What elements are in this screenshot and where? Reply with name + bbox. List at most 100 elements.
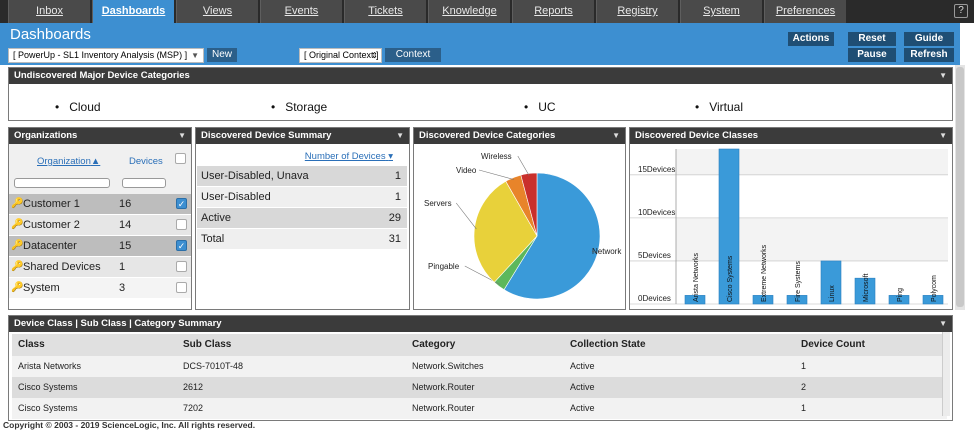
- organizations-panel: Organizations ▼ Organization▲ Devices 🔑 …: [8, 127, 192, 310]
- org-device-count: 15: [119, 240, 132, 252]
- guide-button[interactable]: Guide: [904, 32, 954, 46]
- pie-slice-servers[interactable]: [473, 180, 538, 283]
- tab-reports[interactable]: Reports: [512, 0, 594, 23]
- page-scrollbar[interactable]: [955, 65, 965, 310]
- bar-label: Polycom: [931, 275, 938, 302]
- tab-tickets[interactable]: Tickets: [344, 0, 426, 23]
- summary-row: User-Disabled, Unavailable 1: [197, 166, 407, 186]
- context-button[interactable]: Context: [385, 48, 441, 62]
- device-summary-panel: Discovered Device Summary ▼ Number of De…: [195, 127, 410, 310]
- col-class[interactable]: Class: [18, 339, 45, 350]
- pie-slice-wireless[interactable]: [520, 172, 538, 237]
- bar-arista-networks[interactable]: [684, 295, 706, 305]
- tab-inbox[interactable]: Inbox: [8, 0, 90, 23]
- chevron-down-icon[interactable]: ▼: [178, 131, 186, 140]
- org-row[interactable]: 🔑 Customer 2 14: [9, 215, 191, 235]
- devices-filter-input[interactable]: [122, 178, 166, 188]
- chevron-down-icon[interactable]: ▼: [612, 131, 620, 140]
- col-collection-state[interactable]: Collection State: [570, 339, 646, 350]
- pie-label: Video: [456, 166, 477, 175]
- bar-ping[interactable]: [888, 295, 910, 305]
- bar-polycom[interactable]: [922, 295, 944, 305]
- org-column-header[interactable]: Organization▲: [37, 156, 101, 167]
- scrollbar-thumb[interactable]: [956, 67, 964, 307]
- top-nav: Inbox Dashboards Views Events Tickets Kn…: [0, 0, 974, 23]
- undiscovered-categories-panel: Undiscovered Major Device Categories ▼ •…: [8, 67, 953, 121]
- table-scrollbar[interactable]: [942, 332, 950, 416]
- devices-column-header[interactable]: Devices: [129, 156, 163, 167]
- chevron-down-icon[interactable]: ▼: [939, 319, 947, 328]
- tab-registry[interactable]: Registry: [596, 0, 678, 23]
- pie-slice-network[interactable]: [503, 172, 601, 300]
- org-row[interactable]: 🔑 Customer 1 16 ✓: [9, 194, 191, 214]
- col-device-count[interactable]: Device Count: [801, 339, 865, 350]
- org-name: Shared Devices: [23, 261, 101, 273]
- org-device-count: 1: [119, 261, 126, 273]
- bar-label: Arista Networks: [693, 252, 700, 302]
- pie-leader-line: [455, 202, 477, 230]
- chevron-down-icon[interactable]: ▼: [939, 71, 947, 80]
- key-icon: 🔑: [11, 261, 24, 272]
- summary-column-header[interactable]: Number of Devices ▾: [304, 151, 393, 162]
- new-button[interactable]: New: [207, 48, 237, 62]
- bar-label: Linux: [829, 285, 836, 302]
- plot-band: [676, 217, 948, 261]
- col-category[interactable]: Category: [412, 339, 456, 350]
- org-checkbox[interactable]: [176, 219, 187, 230]
- y-tick-label: 15Devices: [638, 165, 675, 174]
- table-row[interactable]: Arista Networks DCS-7010T-48 Network.Swi…: [12, 356, 947, 377]
- org-checkbox[interactable]: ✓: [176, 198, 187, 209]
- dashboard-header: Dashboards [ PowerUp - SL1 Inventory Ana…: [0, 23, 960, 65]
- tab-system[interactable]: System: [680, 0, 762, 23]
- reset-button[interactable]: Reset: [848, 32, 896, 46]
- device-classes-panel: Discovered Device Classes ▼ 0Devices 5Dev…: [629, 127, 953, 310]
- org-name: System: [23, 282, 60, 294]
- org-device-count: 16: [119, 198, 132, 210]
- sort-down-icon: ▾: [388, 151, 393, 162]
- dashboard-select[interactable]: [ PowerUp - SL1 Inventory Analysis (MSP)…: [8, 48, 204, 63]
- actions-button[interactable]: Actions: [788, 32, 834, 46]
- key-icon: 🔑: [11, 240, 24, 251]
- bar-microsoft[interactable]: [854, 277, 876, 305]
- org-filter-input[interactable]: [14, 178, 110, 188]
- copyright-footer: Copyright © 2003 - 2019 ScienceLogic, In…: [3, 420, 256, 430]
- tab-events[interactable]: Events: [260, 0, 342, 23]
- panel-title: Discovered Device Classes ▼: [630, 128, 952, 144]
- tab-dashboards[interactable]: Dashboards: [92, 0, 174, 23]
- panel-title: Device Class | Sub Class | Category Summ…: [9, 316, 952, 332]
- refresh-button[interactable]: Refresh: [904, 48, 954, 62]
- key-icon: 🔑: [11, 282, 24, 293]
- org-row[interactable]: 🔑 Shared Devices 1: [9, 257, 191, 277]
- context-select-value: [ Original Context ]: [304, 50, 379, 60]
- bar-linux[interactable]: [820, 260, 842, 305]
- pie-label: Network: [592, 247, 622, 256]
- category-item-uc: • UC: [524, 100, 556, 114]
- category-list: • Cloud • Storage • UC • Virtual: [9, 90, 952, 120]
- org-checkbox[interactable]: ✓: [176, 240, 187, 251]
- tab-preferences[interactable]: Preferences: [764, 0, 846, 23]
- class-summary-panel: Device Class | Sub Class | Category Summ…: [8, 315, 953, 421]
- tab-knowledge[interactable]: Knowledge: [428, 0, 510, 23]
- table-row[interactable]: Cisco Systems 2612 Network.Router Active…: [12, 377, 947, 398]
- col-subclass[interactable]: Sub Class: [183, 339, 232, 350]
- bar-fire-systems[interactable]: [786, 295, 808, 305]
- tab-views[interactable]: Views: [176, 0, 258, 23]
- org-checkbox[interactable]: [176, 261, 187, 272]
- chevron-down-icon[interactable]: ▼: [396, 131, 404, 140]
- org-row[interactable]: 🔑 System 3: [9, 278, 191, 298]
- select-all-checkbox[interactable]: [175, 153, 186, 164]
- y-tick-label: 0Devices: [638, 294, 671, 303]
- org-checkbox[interactable]: [176, 282, 187, 293]
- help-icon[interactable]: ?: [954, 4, 968, 18]
- bar-extreme-networks[interactable]: [752, 295, 774, 305]
- context-select[interactable]: [ Original Context ] ⇕: [299, 48, 382, 63]
- table-row[interactable]: Cisco Systems 7202 Network.Router Active…: [12, 398, 947, 419]
- bar-cisco-systems[interactable]: [718, 148, 740, 305]
- org-name: Datacenter: [23, 240, 77, 252]
- y-tick-label: 10Devices: [638, 208, 675, 217]
- chevron-down-icon[interactable]: ▼: [939, 131, 947, 140]
- pause-button[interactable]: Pause: [848, 48, 896, 62]
- summary-row: User-Disabled 1: [197, 187, 407, 207]
- org-row[interactable]: 🔑 Datacenter 15 ✓: [9, 236, 191, 256]
